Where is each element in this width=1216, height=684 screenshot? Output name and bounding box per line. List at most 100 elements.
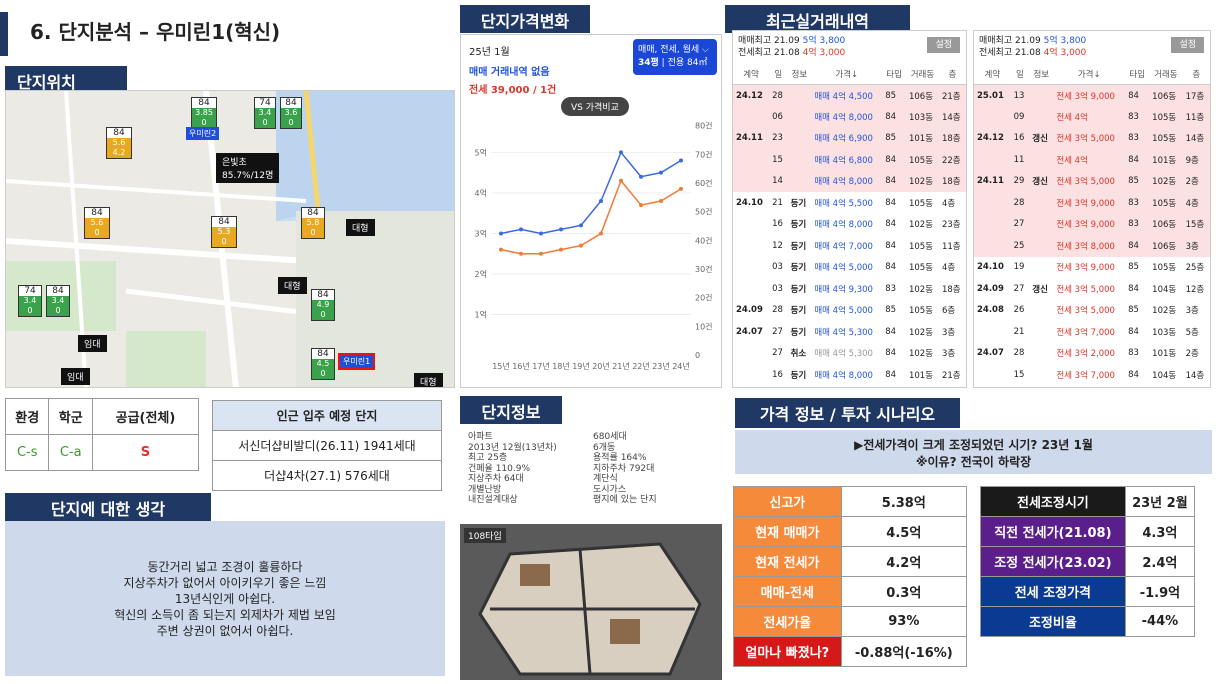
tx-header[interactable]: 거래동 [1149,63,1183,85]
tx-cell: 27 [772,326,783,337]
x-tick-label: 16년 [512,361,530,371]
tx-row[interactable]: 11 전세 4억 84 101동 9층 [974,149,1210,171]
tx-row[interactable]: 24.10 19 전세 3억 9,000 85 105동 25층 [974,257,1210,279]
location-map[interactable]: 84 3.85 0 74 3.4 0 84 3.6 0 84 5.6 4.2 84 5.6 0 84… [5,90,455,388]
scenario-value: 0.3억 [840,576,968,607]
apt-marker[interactable]: 84 5.8 0 [301,207,325,239]
tx-header[interactable]: 층 [938,63,966,85]
tx-cell: 11 [1013,154,1025,165]
tx-row[interactable]: 15 전세 3억 7,000 84 104동 14층 [974,364,1210,386]
scenario-question: ▶전세가격이 크게 조정되었던 시기? 23년 1월 ※이유? 전국이 하락장 [735,430,1212,474]
apt-label-umirin2: 우미린2 [186,127,220,140]
max-sale-value: 5억 3,800 [802,36,846,46]
filter-dropdown[interactable]: 매매, 전세, 월세 ⌵ 34평 | 전용 84㎡ [633,39,717,75]
tx-cell [1029,343,1053,365]
tx-cell: 매매 4억 7,000 [814,241,873,252]
tx-row[interactable]: 25.01 13 전세 3억 9,000 84 106동 17층 [974,84,1210,106]
tx-cell: 17층 [1185,91,1205,102]
env-value: C-s [4,434,50,471]
tx-cell: 매매 4억 9,300 [814,284,873,295]
tx-header[interactable]: 거래동 [905,63,939,85]
tx-header[interactable]: 타입 [882,63,906,85]
apt-marker[interactable]: 84 5.6 4.2 [106,127,132,159]
tx-cell: 85 [885,90,897,101]
rental-label: 임대 [61,368,90,385]
tx-panel-jeonse: 매매최고 21.09 5억 3,800 전세최고 21.08 4억 3,000 설정… [973,30,1211,388]
tx-header[interactable]: 타입 [1125,63,1150,85]
tx-cell [974,192,1011,214]
tx-row[interactable]: 27 취소 매매 4억 5,300 84 102동 3층 [733,343,966,365]
tx-row[interactable]: 28 전세 3억 9,000 83 105동 4층 [974,192,1210,214]
tx-cell: 3층 [1185,241,1199,252]
tx-row[interactable]: 16 등기 매매 4억 8,000 84 102동 23층 [733,214,966,236]
tx-header[interactable]: 계약 [974,63,1011,85]
tx-row[interactable]: 15 매매 4억 6,800 84 105동 22층 [733,149,966,171]
x-tick-label: 17년 [532,361,550,371]
scenario-label: 직전 전세가(21.08) [980,516,1126,547]
tx-header[interactable]: 일 [769,63,788,85]
tx-row[interactable]: 24.09 27 갱신 전세 3억 5,000 84 104동 12층 [974,278,1210,300]
tx-cell [1029,106,1053,128]
vs-compare-button[interactable]: VS 가격비교 [561,97,629,116]
tx-row[interactable]: 24.07 28 전세 3억 2,000 83 101동 2층 [974,343,1210,365]
env-header: 공급(전체) [91,398,200,435]
tx-cell [974,106,1011,128]
data-point [659,170,663,175]
settings-button[interactable]: 설정 [1171,37,1204,53]
tx-row[interactable]: 24.11 29 갱신 전세 3억 5,000 85 102동 2층 [974,170,1210,192]
tx-row[interactable]: 21 전세 3억 7,000 84 103동 5층 [974,321,1210,343]
tx-cell: 14층 [1185,370,1205,381]
apt-marker[interactable]: 84 4.5 0 [311,348,335,380]
tx-cell [733,149,769,171]
tx-cell: 104동 [1152,284,1177,295]
tx-cell: 24.12 [977,133,1004,144]
apt-marker[interactable]: 84 4.9 0 [311,289,335,321]
apt-marker[interactable]: 74 3.4 0 [254,97,276,129]
tx-row[interactable]: 09 전세 4억 83 105동 11층 [974,106,1210,128]
tx-row[interactable]: 24.11 23 매매 4억 6,900 85 101동 18층 [733,127,966,149]
tx-cell: 09 [1013,111,1025,122]
data-point [559,247,563,252]
scenario-label: 현재 매매가 [733,516,842,547]
tx-row[interactable]: 12 등기 매매 4억 7,000 84 105동 11층 [733,235,966,257]
tx-row[interactable]: 06 매매 4억 8,000 84 103동 14층 [733,106,966,128]
tx-cell [733,278,769,300]
tx-row[interactable]: 24.09 28 등기 매매 4억 5,000 85 105동 6층 [733,300,966,322]
apt-marker[interactable]: 84 3.85 0 [191,97,217,129]
tx-row[interactable]: 24.12 16 갱신 전세 3억 5,000 83 105동 14층 [974,127,1210,149]
apt-marker[interactable]: 84 5.3 0 [211,216,237,248]
apt-marker[interactable]: 74 3.4 0 [18,285,42,317]
y2-tick-label: 20건 [695,293,713,303]
data-point [659,199,663,204]
tx-row[interactable]: 25 전세 3억 8,000 84 106동 3층 [974,235,1210,257]
apt-marker[interactable]: 84 5.6 0 [84,207,110,239]
tx-row[interactable]: 24.10 21 등기 매매 4억 5,500 84 105동 4층 [733,192,966,214]
tx-cell: 매매 4억 4,500 [814,91,873,102]
tx-cell: 105동 [1152,263,1177,274]
tx-header[interactable]: 일 [1010,63,1030,85]
tx-cell: 취소 [790,349,807,360]
section-info: 단지정보 [460,396,562,424]
apt-marker[interactable]: 84 3.4 0 [46,285,70,317]
tx-row[interactable]: 24.12 28 매매 4억 4,500 85 106동 21층 [733,84,966,106]
apt-marker[interactable]: 84 3.6 0 [280,97,302,129]
y2-tick-label: 10건 [695,321,713,331]
tx-cell: 106동 [1152,241,1177,252]
tx-header[interactable]: 가격↓ [811,63,883,85]
tx-header[interactable]: 가격↓ [1053,63,1126,85]
tx-row[interactable]: 16 등기 매매 4억 8,000 84 101동 21층 [733,364,966,386]
tx-row[interactable]: 03 등기 매매 4억 5,000 84 105동 4층 [733,257,966,279]
tx-header[interactable]: 정보 [1029,63,1054,85]
tx-cell: 매매 4억 5,300 [814,327,873,338]
tx-header[interactable]: 정보 [787,63,812,85]
tx-row[interactable]: 24.08 26 전세 3억 5,000 85 102동 3층 [974,300,1210,322]
tx-header[interactable]: 층 [1182,63,1210,85]
tx-row[interactable]: 03 등기 매매 4억 9,300 83 102동 18층 [733,278,966,300]
tx-row[interactable]: 14 매매 4억 8,000 84 102동 18층 [733,170,966,192]
settings-button[interactable]: 설정 [927,37,960,53]
tx-header[interactable]: 계약 [733,63,770,85]
tx-cell: 83 [1128,219,1139,230]
tx-row[interactable]: 27 전세 3억 9,000 83 106동 15층 [974,213,1210,235]
section-recent-tx: 최근실거래내역 [725,5,910,33]
tx-row[interactable]: 24.07 27 등기 매매 4억 5,300 84 102동 3층 [733,321,966,343]
